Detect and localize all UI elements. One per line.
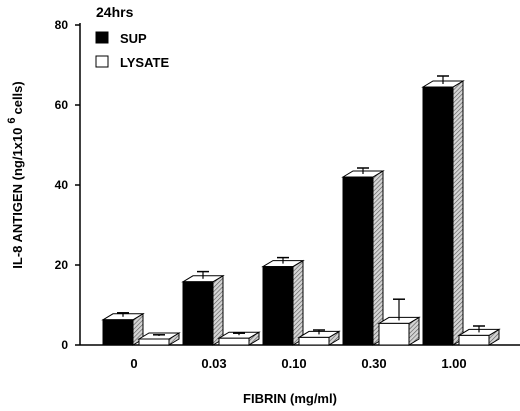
x-tick-label: 1.00	[441, 356, 466, 371]
x-tick-label: 0	[130, 356, 137, 371]
legend-label-sup: SUP	[120, 31, 147, 46]
x-tick-label: 0.30	[361, 356, 386, 371]
y-tick-label: 60	[55, 98, 69, 112]
x-tick-label: 0.10	[281, 356, 306, 371]
bar-side-face	[292, 259, 304, 346]
bar-lysate-0	[137, 332, 181, 346]
x-axis-ticks: 0 0.03 0.10 0.30 1.00	[130, 356, 466, 371]
legend: SUP LYSATE	[95, 31, 169, 70]
bar-sup-0.30	[341, 167, 385, 346]
y-axis-label-main: IL-8 ANTIGEN (ng/1x10	[10, 128, 25, 269]
legend-label-lysate: LYSATE	[120, 55, 169, 70]
bar-front-face	[138, 338, 170, 346]
bar-sup-0.03	[181, 270, 225, 346]
y-axis-label: IL-8 ANTIGEN (ng/1x10 6 cells)	[6, 81, 25, 268]
bar-side-face	[212, 274, 224, 346]
bar-side-face	[452, 80, 464, 346]
bar-front-face	[422, 86, 454, 346]
bar-sup-0	[101, 312, 145, 346]
bar-sup-0.10	[261, 256, 305, 346]
bar-lysate-0.30	[377, 298, 421, 346]
bar-front-face	[218, 337, 250, 346]
bar-front-face	[262, 266, 294, 346]
y-axis-label-superscript: 6	[6, 118, 18, 124]
y-axis-ticks: 0 20 40 60 80	[55, 18, 80, 352]
bar-front-face	[378, 322, 410, 346]
x-axis-label: FIBRIN (mg/ml)	[243, 391, 337, 406]
x-tick-label: 0.03	[201, 356, 226, 371]
bar-lysate-0.10	[297, 329, 341, 346]
bar-front-face	[182, 281, 214, 346]
bar-front-face	[458, 334, 490, 346]
y-axis-label-tail: cells)	[10, 81, 25, 114]
y-tick-label: 20	[55, 258, 69, 272]
legend-swatch-lysate	[95, 55, 109, 68]
bar-front-face	[102, 319, 134, 346]
y-tick-label: 80	[55, 18, 69, 32]
bar-sup-1.00	[421, 75, 465, 346]
y-tick-label: 0	[61, 338, 68, 352]
bars	[101, 75, 501, 346]
y-tick-label: 40	[55, 178, 69, 192]
chart-title: 24hrs	[96, 4, 134, 20]
bar-lysate-1.00	[457, 325, 501, 346]
bar-lysate-0.03	[217, 331, 261, 346]
bar-front-face	[342, 176, 374, 346]
bar-front-face	[298, 336, 330, 346]
legend-swatch-sup	[95, 31, 109, 44]
bar-side-face	[372, 170, 384, 346]
